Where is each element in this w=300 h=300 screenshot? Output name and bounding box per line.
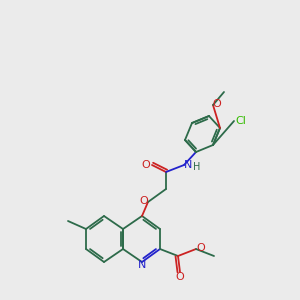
Text: O: O (142, 160, 150, 170)
Text: O: O (140, 196, 148, 206)
Text: Cl: Cl (236, 116, 246, 126)
Text: O: O (176, 272, 184, 282)
Text: H: H (193, 162, 201, 172)
Text: O: O (213, 99, 221, 109)
Text: O: O (196, 243, 206, 253)
Text: N: N (184, 160, 192, 170)
Text: N: N (138, 260, 146, 270)
